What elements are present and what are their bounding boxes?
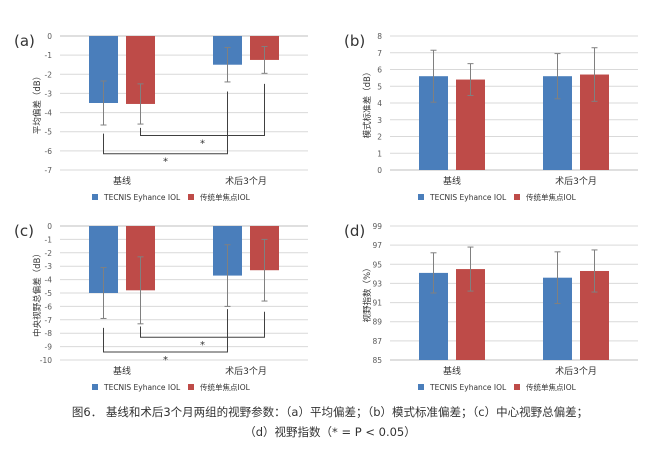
- legend-swatch: [418, 194, 424, 200]
- category-label: 术后3个月: [555, 365, 597, 377]
- y-tick-label: 4: [377, 99, 382, 108]
- y-tick-label: -7: [45, 166, 53, 175]
- panel-label: (c): [14, 222, 34, 240]
- panel-d-chart: (d) 85 87 89 91 93 95 97 99 视野指数（%） 基线 术后3个月 TECNIS …: [344, 222, 638, 392]
- y-axis-label: 中央视野总偏差（dB）: [32, 249, 43, 337]
- y-tick-label: -2: [45, 249, 53, 258]
- y-tick-label: 85: [372, 356, 382, 365]
- significance-star: *: [200, 340, 205, 351]
- category-label: 术后3个月: [225, 175, 267, 187]
- category-label: 术后3个月: [555, 175, 597, 187]
- y-tick-label: 99: [372, 222, 382, 231]
- panel-a-chart: (a) 0 -1 -2 -3 -4 -5 -6 -7 平均偏差（dB） 基线 术后3个月 * * TECNI…: [14, 32, 308, 202]
- y-tick-label: 3: [377, 116, 382, 125]
- y-axis-label: 视野指数（%）: [362, 263, 373, 322]
- legend-label: 传统单焦点IOL: [526, 192, 577, 202]
- y-tick-label: -6: [45, 147, 53, 156]
- legend-swatch: [514, 194, 520, 200]
- y-tick-label: -3: [45, 89, 53, 98]
- significance-bracket: [103, 91, 228, 155]
- legend-swatch: [188, 194, 194, 200]
- y-axis-label: 平均偏差（dB）: [32, 72, 43, 134]
- y-tick-label: 1: [377, 149, 382, 158]
- legend-swatch: [188, 384, 194, 390]
- y-tick-label: -9: [45, 343, 53, 352]
- y-tick-label: 93: [372, 279, 382, 288]
- y-tick-label: 6: [377, 66, 382, 75]
- significance-bracket: [103, 309, 228, 353]
- y-tick-label: 2: [377, 133, 382, 142]
- panel-label: (a): [14, 32, 35, 50]
- y-tick-label: -7: [45, 316, 53, 325]
- significance-bracket: [140, 311, 265, 338]
- legend-label: 传统单焦点IOL: [200, 192, 251, 202]
- y-tick-label: 7: [377, 49, 382, 58]
- legend-label: 传统单焦点IOL: [526, 382, 577, 392]
- y-tick-label: 0: [47, 222, 52, 231]
- legend-swatch: [514, 384, 520, 390]
- y-tick-label: -5: [45, 128, 53, 137]
- legend-label: 传统单焦点IOL: [200, 382, 251, 392]
- y-tick-label: -4: [45, 109, 53, 118]
- y-tick-label: -3: [45, 262, 53, 271]
- y-tick-label: 5: [377, 82, 382, 91]
- significance-star: *: [200, 139, 205, 150]
- y-tick-label: 0: [377, 166, 382, 175]
- y-tick-label: 89: [372, 318, 382, 327]
- significance-bracket: [140, 83, 265, 137]
- caption-line-1: 图6． 基线和术后3个月两组的视野参数：（a）平均偏差；（b）模式标准偏差；（c…: [71, 405, 589, 419]
- category-label: 术后3个月: [225, 365, 267, 377]
- panel-c-chart: (c) 0 -1 -2 -3 -4 -5 -6 -7 -8 -9 -10 中央视野总偏差（dB） 基线 术后…: [14, 222, 308, 392]
- y-tick-label: 97: [372, 241, 382, 250]
- category-label: 基线: [443, 365, 461, 377]
- category-label: 基线: [443, 175, 461, 187]
- y-tick-label: 95: [372, 260, 382, 269]
- caption-line-2: （d）视野指数（* = P < 0.05）: [244, 425, 416, 439]
- legend-label: TECNIS Eyhance IOL: [103, 383, 181, 392]
- y-tick-label: 0: [47, 32, 52, 41]
- y-tick-label: -8: [45, 329, 53, 338]
- y-tick-label: -1: [45, 235, 53, 244]
- legend-swatch: [418, 384, 424, 390]
- figure-caption: 图6． 基线和术后3个月两组的视野参数：（a）平均偏差；（b）模式标准偏差；（c…: [0, 402, 660, 442]
- y-tick-label: -5: [45, 289, 53, 298]
- y-tick-label: -1: [45, 51, 53, 60]
- legend-label: TECNIS Eyhance IOL: [429, 193, 507, 202]
- y-tick-label: -2: [45, 70, 53, 79]
- panel-b-chart: (b) 0 1 2 3 4 5 6 7 8 模式标准差（dB） 基线 术后3个月 TECNIS Eyhan…: [344, 32, 638, 202]
- category-label: 基线: [113, 365, 131, 377]
- significance-star: *: [163, 355, 168, 366]
- y-tick-label: -4: [45, 276, 53, 285]
- legend-swatch: [92, 384, 98, 390]
- legend-swatch: [92, 194, 98, 200]
- y-tick-label: 8: [377, 32, 382, 41]
- legend-label: TECNIS Eyhance IOL: [103, 193, 181, 202]
- y-axis-label: 模式标准差（dB）: [362, 68, 373, 139]
- panel-label: (b): [344, 32, 365, 50]
- panel-label: (d): [344, 222, 365, 240]
- legend-label: TECNIS Eyhance IOL: [429, 383, 507, 392]
- y-tick-label: 91: [372, 299, 382, 308]
- category-label: 基线: [113, 175, 131, 187]
- y-tick-label: -10: [40, 356, 52, 365]
- y-tick-label: 87: [372, 337, 382, 346]
- y-tick-label: -6: [45, 302, 53, 311]
- significance-star: *: [163, 157, 168, 168]
